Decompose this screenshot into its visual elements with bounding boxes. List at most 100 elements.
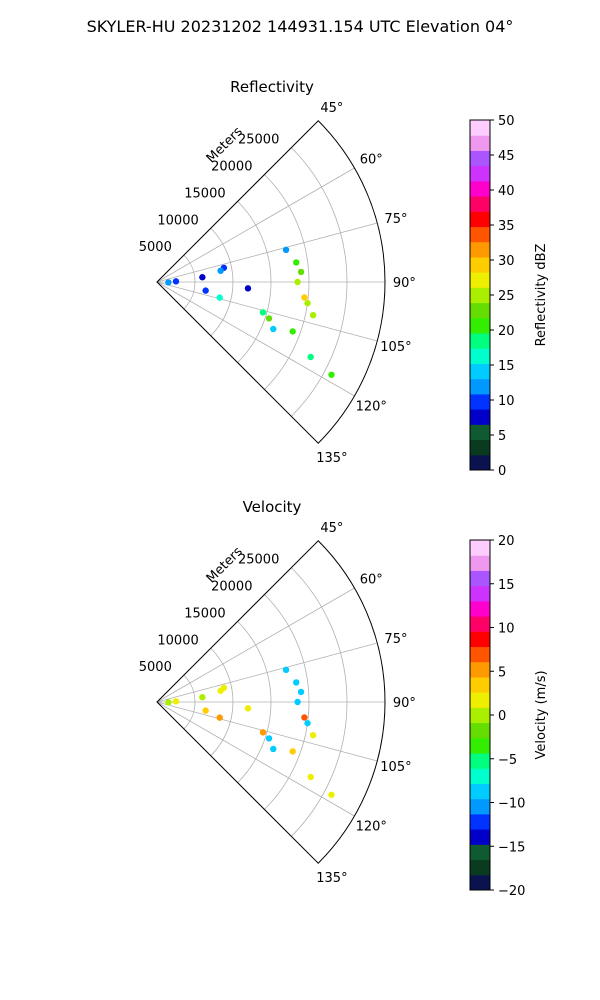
colorbar-tick-label: 40	[498, 184, 515, 199]
colorbar-segment	[470, 287, 490, 304]
radar-echo	[297, 688, 305, 696]
radar-echo	[217, 687, 224, 694]
radar-echo	[293, 679, 300, 686]
range-tick-label: 15000	[184, 606, 225, 621]
colorbar-tick-label: 25	[498, 289, 515, 304]
range-tick-label: 15000	[184, 186, 225, 201]
colorbar-tick-label: 15	[498, 578, 515, 593]
colorbar-segment	[470, 829, 490, 845]
colorbar-segment	[470, 378, 490, 395]
radar-echo	[165, 699, 172, 706]
range-tick-label: 5000	[139, 660, 172, 675]
colorbar-segment	[470, 783, 490, 800]
figure-title: SKYLER-HU 20231202 144931.154 UTC Elevat…	[87, 17, 514, 36]
theta-tick-label: 60°	[360, 572, 383, 587]
colorbar-tick-label: −20	[498, 884, 525, 899]
radar-echo	[217, 267, 224, 274]
colorbar-segment	[470, 333, 490, 349]
theta-tick-label: 60°	[360, 152, 383, 167]
colorbar-segment	[470, 570, 490, 587]
colorbar-label: Velocity (m/s)	[534, 670, 549, 759]
azimuth-gridline	[156, 587, 355, 703]
radar-echo	[172, 698, 180, 705]
panel-reflectivity: Reflectivity45°60°75°90°105°120°135°5000…	[139, 78, 549, 479]
range-tick-label: 5000	[139, 240, 172, 255]
colorbar-segment	[470, 165, 490, 182]
radar-echo	[202, 707, 209, 714]
panel-velocity: Velocity 45° 60° 75° 90° 105° 120° 135° 5000 1000…	[139, 498, 549, 899]
colorbar-tick-label: 10	[498, 622, 515, 637]
colorbar-tick-label: −5	[498, 753, 517, 768]
colorbar-segment	[470, 707, 490, 724]
colorbar-segment	[470, 844, 490, 861]
theta-tick-label: 135°	[316, 871, 347, 886]
colorbar-segment	[470, 859, 490, 876]
radar-echo	[301, 714, 308, 721]
azimuth-gridline	[156, 642, 378, 703]
radar-echo	[172, 278, 180, 285]
colorbar-tick-label: 35	[498, 219, 515, 234]
radar-echo	[304, 719, 311, 727]
colorbar-segment	[470, 631, 490, 648]
colorbar-segment	[470, 874, 490, 891]
radar-echo	[265, 315, 273, 322]
colorbar-segment	[470, 363, 490, 380]
radar-echo	[259, 309, 267, 316]
colorbar-tick-label: 15	[498, 359, 515, 374]
colorbar-segment	[470, 180, 490, 197]
colorbar-segment	[470, 211, 490, 228]
radar-echo	[297, 268, 305, 276]
radar-echo	[289, 328, 296, 335]
panel-title: Reflectivity	[230, 78, 314, 96]
colorbar-tick-label: 20	[498, 324, 515, 339]
radar-echo	[294, 698, 301, 706]
radar-echo	[199, 274, 206, 281]
colorbar-segment	[470, 646, 490, 663]
radar-echo	[165, 279, 172, 286]
azimuth-gridline	[156, 701, 355, 817]
colorbar-tick-label: 50	[498, 114, 515, 129]
colorbar-segment	[470, 393, 490, 410]
radar-echo	[328, 791, 335, 798]
radar-echo	[270, 745, 277, 753]
colorbar-segment	[470, 555, 490, 571]
colorbar-tick-label: 20	[498, 534, 515, 549]
colorbar-segment	[470, 813, 490, 830]
range-tick-label: 10000	[157, 213, 198, 228]
colorbar-segment	[470, 616, 490, 632]
colorbar-tick-label: −10	[498, 797, 525, 812]
range-tick-label: 10000	[157, 633, 198, 648]
radar-echo	[244, 705, 252, 712]
radar-echo	[294, 278, 301, 286]
colorbar-segment	[470, 135, 490, 151]
panels: Reflectivity45°60°75°90°105°120°135°5000…	[139, 78, 549, 899]
radar-echo	[270, 325, 277, 333]
colorbar-segment	[470, 692, 490, 708]
range-tick-label: 25000	[238, 133, 279, 148]
colorbar-tick-label: 45	[498, 149, 515, 164]
colorbar-segment	[470, 302, 490, 319]
colorbar-segment	[470, 661, 490, 678]
colorbar-segment	[470, 226, 490, 243]
colorbar-segment	[470, 424, 490, 441]
colorbar-segment	[470, 409, 490, 425]
theta-tick-label: 120°	[356, 820, 387, 835]
panel-title: Velocity	[243, 498, 302, 516]
theta-tick-label: 105°	[380, 760, 411, 775]
colorbar-segment	[470, 600, 490, 617]
azimuth-gridline	[156, 281, 355, 397]
colorbar-label: Reflectivity dBZ	[534, 244, 549, 347]
theta-tick-label: 75°	[384, 632, 407, 647]
radar-echo	[309, 731, 317, 739]
colorbar: −20 −15 −10 −5 0 5 10 15 20 Velocity (m/s)	[469, 534, 549, 899]
colorbar-segment	[470, 722, 490, 739]
colorbar-tick-label: 0	[498, 709, 506, 724]
range-tick-label: 20000	[211, 160, 252, 175]
colorbar-segment	[470, 241, 490, 258]
colorbar-tick-label: 30	[498, 254, 515, 269]
radar-echo	[202, 287, 209, 294]
azimuth-gridline	[156, 222, 378, 283]
radar-echo	[216, 294, 223, 301]
colorbar-segment	[470, 196, 490, 212]
radar-echo	[307, 353, 314, 361]
